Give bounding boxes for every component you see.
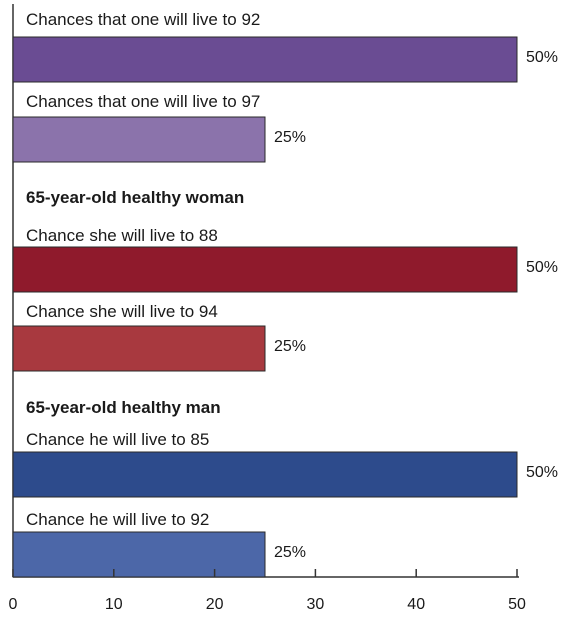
bar <box>12 116 266 163</box>
bar-label: Chance he will live to 92 <box>26 510 210 529</box>
x-tick-label: 40 <box>407 596 426 613</box>
group-title: 65-year-old healthy woman <box>26 188 245 207</box>
value-label: 25% <box>274 129 307 146</box>
bar-label: Chance he will live to 85 <box>26 430 210 449</box>
bar <box>12 451 518 498</box>
value-label: 50% <box>526 49 559 66</box>
x-tick-label: 50 <box>508 596 526 613</box>
value-label: 25% <box>274 338 307 355</box>
value-label: 25% <box>274 544 307 561</box>
bar <box>12 531 266 578</box>
x-tick-label: 0 <box>8 596 18 613</box>
value-label: 50% <box>526 464 559 481</box>
value-label: 50% <box>526 259 559 276</box>
bar-label: Chance she will live to 94 <box>26 302 218 321</box>
x-tick-label: 30 <box>306 596 325 613</box>
group-title: 65-year-old healthy man <box>26 398 221 417</box>
bar-label: Chance she will live to 88 <box>26 226 218 245</box>
bar <box>12 246 518 293</box>
bar <box>12 36 518 83</box>
bar <box>12 325 266 372</box>
bar-label: Chances that one will live to 92 <box>26 10 261 29</box>
x-tick-label: 10 <box>104 596 123 613</box>
bar-label: Chances that one will live to 97 <box>26 92 261 111</box>
x-tick-label: 20 <box>205 596 224 613</box>
